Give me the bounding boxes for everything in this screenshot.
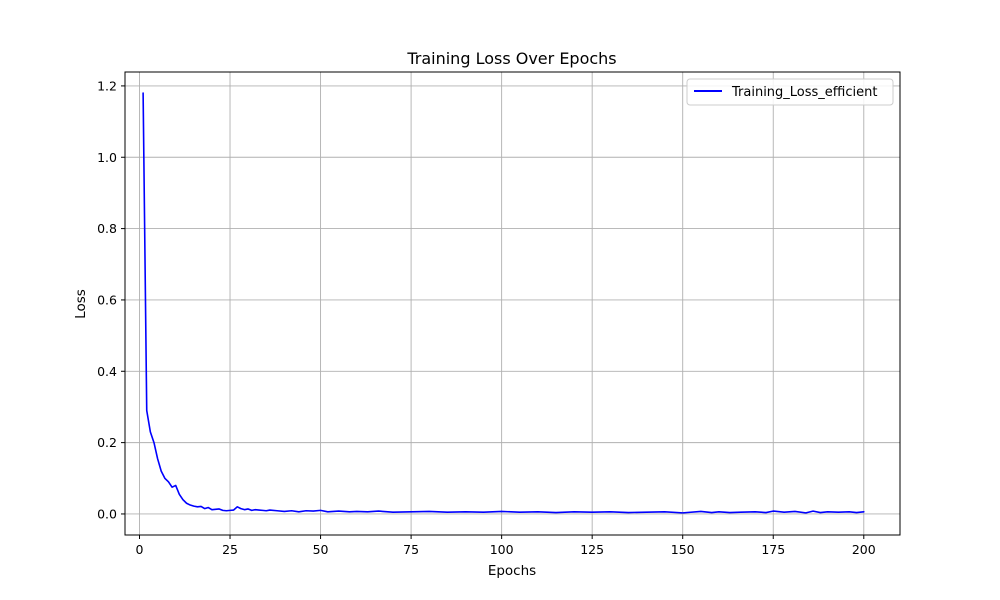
- y-tick-label: 0.2: [97, 435, 117, 450]
- plot-area: [142, 92, 865, 514]
- training-loss-line: [142, 92, 865, 514]
- chart-title: Training Loss Over Epochs: [406, 49, 616, 68]
- y-tick-label: 0.4: [97, 364, 117, 379]
- y-tick-label: 1.0: [97, 150, 117, 165]
- y-tick-label: 1.2: [97, 78, 117, 93]
- x-tick-label: 200: [852, 542, 876, 557]
- legend: Training_Loss_efficient: [686, 78, 894, 106]
- x-tick-label: 50: [313, 542, 329, 557]
- axes-frame: [124, 71, 901, 536]
- y-axis-label: Loss: [73, 289, 89, 319]
- x-tick-label: 0: [136, 542, 144, 557]
- axis-ticks: 0 25 50 75 100 125 150 175 200 0.0 0.2 0.4 0.6 0.8 1.0…: [97, 78, 876, 557]
- x-tick-label: 100: [490, 542, 514, 557]
- x-tick-label: 25: [222, 542, 238, 557]
- legend-box: [686, 78, 894, 106]
- x-tick-label: 175: [761, 542, 785, 557]
- x-tick-label: 125: [580, 542, 604, 557]
- grid-lines: [125, 72, 900, 535]
- legend-label: Training_Loss_efficient: [731, 85, 877, 100]
- y-tick-label: 0.0: [97, 506, 117, 521]
- y-tick-label: 0.8: [97, 221, 117, 236]
- y-tick-label: 0.6: [97, 292, 117, 307]
- x-axis-label: Epochs: [488, 563, 536, 579]
- x-tick-label: 150: [671, 542, 695, 557]
- x-tick-label: 75: [403, 542, 419, 557]
